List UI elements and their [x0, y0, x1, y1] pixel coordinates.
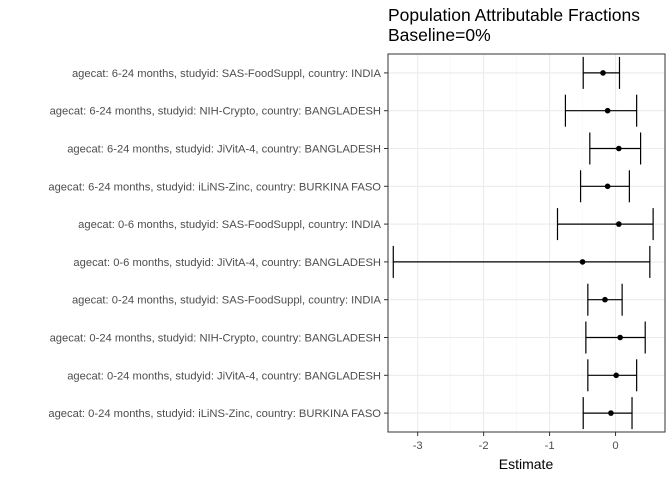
y-tick-label: agecat: 0-6 months, studyid: JiVitA-4, c…: [73, 257, 381, 269]
y-tick-label: agecat: 6-24 months, studyid: NIH-Crypto…: [50, 106, 381, 118]
y-tick-label: agecat: 0-6 months, studyid: SAS-FoodSup…: [78, 219, 381, 231]
estimate-point: [608, 410, 614, 416]
estimate-point: [600, 70, 606, 76]
plot-panel-background: [388, 54, 665, 432]
chart-title: Population Attributable Fractions: [388, 5, 640, 25]
x-tick-label: -2: [479, 440, 489, 452]
y-axis: agecat: 6-24 months, studyid: SAS-FoodSu…: [48, 68, 388, 420]
estimate-point: [604, 183, 611, 190]
estimate-point: [613, 372, 619, 379]
x-tick-label: -1: [545, 440, 555, 452]
x-axis: -3 -2 -1 0: [413, 432, 619, 452]
estimate-point: [616, 221, 622, 227]
x-tick-label: 0: [612, 440, 618, 452]
y-tick-label: agecat: 0-24 months, studyid: iLiNS-Zinc…: [48, 408, 381, 420]
x-tick-label: -3: [413, 440, 423, 452]
data-marks: [392, 56, 654, 430]
y-tick-label: agecat: 0-24 months, studyid: SAS-FoodSu…: [72, 295, 382, 307]
y-tick-label: agecat: 6-24 months, studyid: iLiNS-Zinc…: [48, 181, 381, 193]
estimate-point: [604, 107, 611, 114]
y-tick-label: agecat: 0-24 months, studyid: NIH-Crypto…: [50, 333, 381, 345]
plot-panel-border: [387, 53, 666, 433]
estimate-point: [579, 259, 586, 265]
grid-minor: [450, 54, 583, 432]
y-tick-label: agecat: 0-24 months, studyid: JiVitA-4, …: [67, 370, 381, 382]
estimate-point: [602, 296, 608, 303]
y-tick-label: agecat: 6-24 months, studyid: JiVitA-4, …: [67, 144, 381, 156]
x-axis-title: Estimate: [499, 456, 554, 472]
estimate-point: [616, 145, 622, 152]
y-tick-label: agecat: 6-24 months, studyid: SAS-FoodSu…: [72, 68, 382, 80]
chart-subtitle: Baseline=0%: [388, 25, 491, 45]
estimate-point: [617, 334, 623, 341]
